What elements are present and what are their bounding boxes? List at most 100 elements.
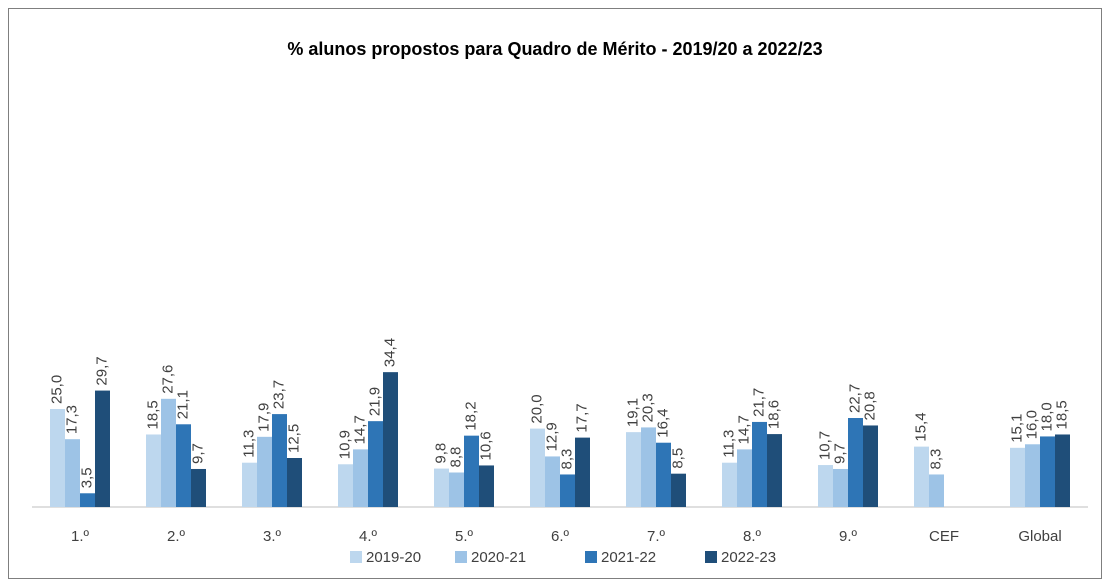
data-label: 14,7 <box>351 415 368 444</box>
bar <box>257 436 272 507</box>
x-tick-label: 8.º <box>743 528 762 545</box>
bar <box>722 462 737 507</box>
data-label: 16,0 <box>1023 410 1040 439</box>
data-label: 10,6 <box>477 431 494 460</box>
bar <box>575 437 590 507</box>
data-label: 16,4 <box>654 409 671 438</box>
data-label: 9,8 <box>432 443 449 464</box>
bar <box>368 421 383 507</box>
bar <box>242 462 257 507</box>
data-label: 17,7 <box>573 403 590 432</box>
bar <box>383 372 398 507</box>
data-label: 8,8 <box>447 447 464 468</box>
bar <box>353 449 368 507</box>
data-label: 20,0 <box>528 394 545 423</box>
data-label: 9,7 <box>831 443 848 464</box>
bar <box>1040 436 1055 507</box>
bar <box>176 424 191 507</box>
bar <box>161 398 176 507</box>
data-label: 12,9 <box>543 422 560 451</box>
bar <box>50 409 65 507</box>
bar <box>464 435 479 507</box>
bar <box>818 465 833 507</box>
bar <box>95 390 110 507</box>
bar <box>1025 444 1040 507</box>
data-label: 10,9 <box>336 430 353 459</box>
data-label: 11,3 <box>720 430 737 458</box>
bar <box>65 439 80 507</box>
data-label: 17,3 <box>63 405 80 434</box>
data-label: 8,3 <box>927 449 944 470</box>
bar <box>1055 434 1070 507</box>
legend-swatch <box>585 551 597 563</box>
x-tick-label: 1.º <box>71 528 90 545</box>
bar <box>929 474 944 507</box>
bar <box>1010 447 1025 507</box>
bar <box>191 468 206 507</box>
data-label: 11,3 <box>240 430 257 458</box>
legend-label: 2021-22 <box>601 549 656 566</box>
bar <box>737 449 752 507</box>
x-tick-label: 4.º <box>359 528 378 545</box>
bar <box>272 414 287 507</box>
legend-label: 2022-23 <box>721 549 776 566</box>
bar <box>545 456 560 507</box>
bar <box>863 425 878 507</box>
legend-label: 2019-20 <box>366 549 421 566</box>
bar <box>752 421 767 507</box>
data-label: 18,5 <box>144 400 161 429</box>
data-label: 20,8 <box>861 391 878 420</box>
bar <box>287 458 302 507</box>
data-label: 20,3 <box>639 393 656 422</box>
bar <box>530 428 545 507</box>
data-label: 8,5 <box>669 448 686 469</box>
chart-title: % alunos propostos para Quadro de Mérito… <box>287 39 822 59</box>
bar <box>767 434 782 507</box>
legend-swatch <box>705 551 717 563</box>
bar <box>671 473 686 507</box>
data-label: 21,9 <box>366 387 383 416</box>
data-label: 22,7 <box>846 384 863 413</box>
x-tick-label: 2.º <box>167 528 186 545</box>
data-label: 23,7 <box>270 380 287 409</box>
data-label: 25,0 <box>48 375 65 404</box>
x-tick-label: Global <box>1018 528 1061 545</box>
x-tick-label: 9.º <box>839 528 858 545</box>
data-label: 10,7 <box>816 431 833 460</box>
x-tick-label: CEF <box>929 528 959 545</box>
bar <box>434 468 449 507</box>
bar <box>833 468 848 507</box>
legend-swatch <box>455 551 467 563</box>
x-tick-label: 5.º <box>455 528 474 545</box>
bar <box>848 418 863 507</box>
data-label: 15,1 <box>1008 414 1025 443</box>
data-label: 18,0 <box>1038 402 1055 431</box>
bar <box>80 493 95 507</box>
data-label: 21,1 <box>174 390 191 419</box>
data-label: 9,7 <box>189 443 206 464</box>
bar <box>479 465 494 507</box>
bar <box>641 427 656 507</box>
x-tick-label: 7.º <box>647 528 666 545</box>
x-tick-label: 3.º <box>263 528 282 545</box>
bar <box>656 442 671 507</box>
bar <box>449 472 464 507</box>
data-label: 18,5 <box>1053 400 1070 429</box>
legend-swatch <box>350 551 362 563</box>
bar <box>914 446 929 507</box>
data-label: 14,7 <box>735 415 752 444</box>
data-label: 19,1 <box>624 398 641 427</box>
bar <box>146 434 161 507</box>
data-label: 15,4 <box>912 412 929 441</box>
legend-label: 2020-21 <box>471 549 526 566</box>
data-label: 3,5 <box>78 467 95 488</box>
data-label: 27,6 <box>159 365 176 394</box>
data-label: 21,7 <box>750 388 767 417</box>
x-tick-label: 6.º <box>551 528 570 545</box>
bar <box>338 464 353 507</box>
data-label: 12,5 <box>285 424 302 453</box>
data-label: 29,7 <box>93 356 110 385</box>
data-label: 34,4 <box>381 338 398 367</box>
data-label: 8,3 <box>558 449 575 470</box>
data-label: 17,9 <box>255 403 272 432</box>
